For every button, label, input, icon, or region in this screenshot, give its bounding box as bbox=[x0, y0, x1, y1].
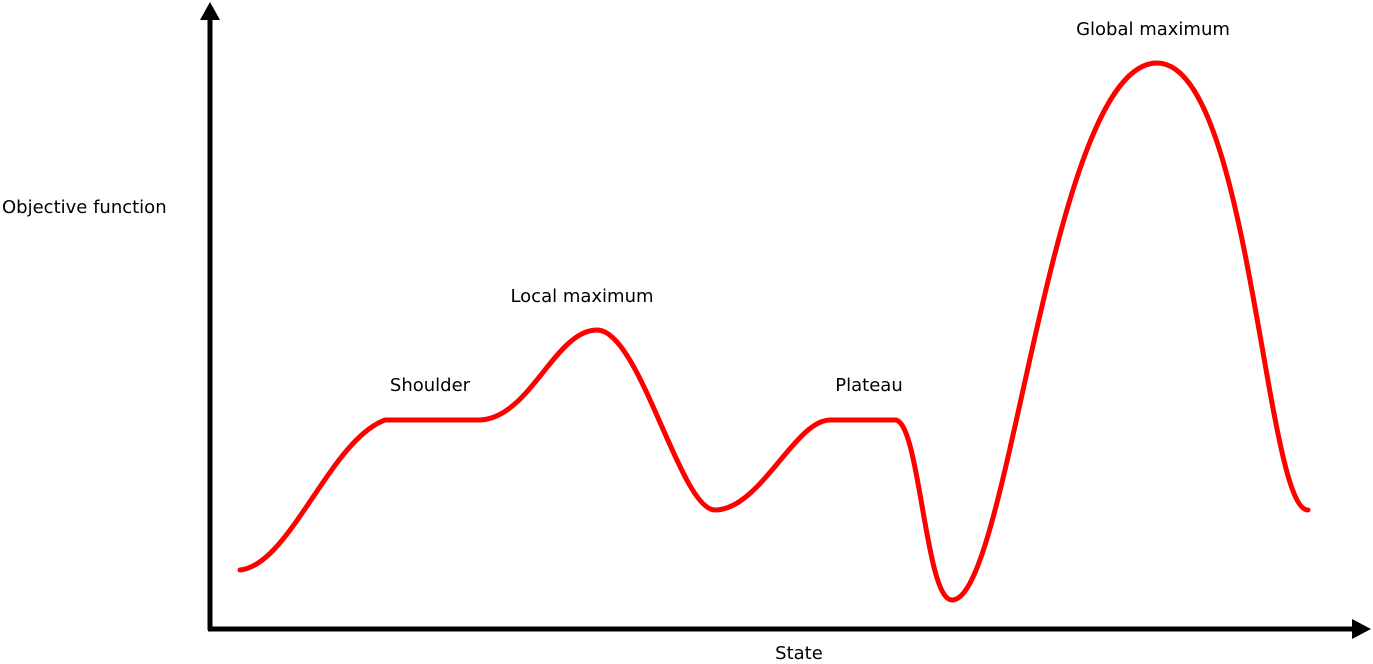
y-axis-label: Objective function bbox=[2, 197, 167, 218]
local-maximum-label: Local maximum bbox=[510, 286, 653, 307]
x-axis-arrowhead-icon bbox=[1352, 619, 1371, 639]
global-maximum-label: Global maximum bbox=[1076, 19, 1230, 40]
y-axis-arrowhead-icon bbox=[200, 2, 220, 20]
plateau-label: Plateau bbox=[835, 375, 902, 396]
objective-function-curve bbox=[237, 60, 1311, 603]
shoulder-label: Shoulder bbox=[390, 375, 471, 396]
x-axis-label: State bbox=[775, 643, 823, 664]
